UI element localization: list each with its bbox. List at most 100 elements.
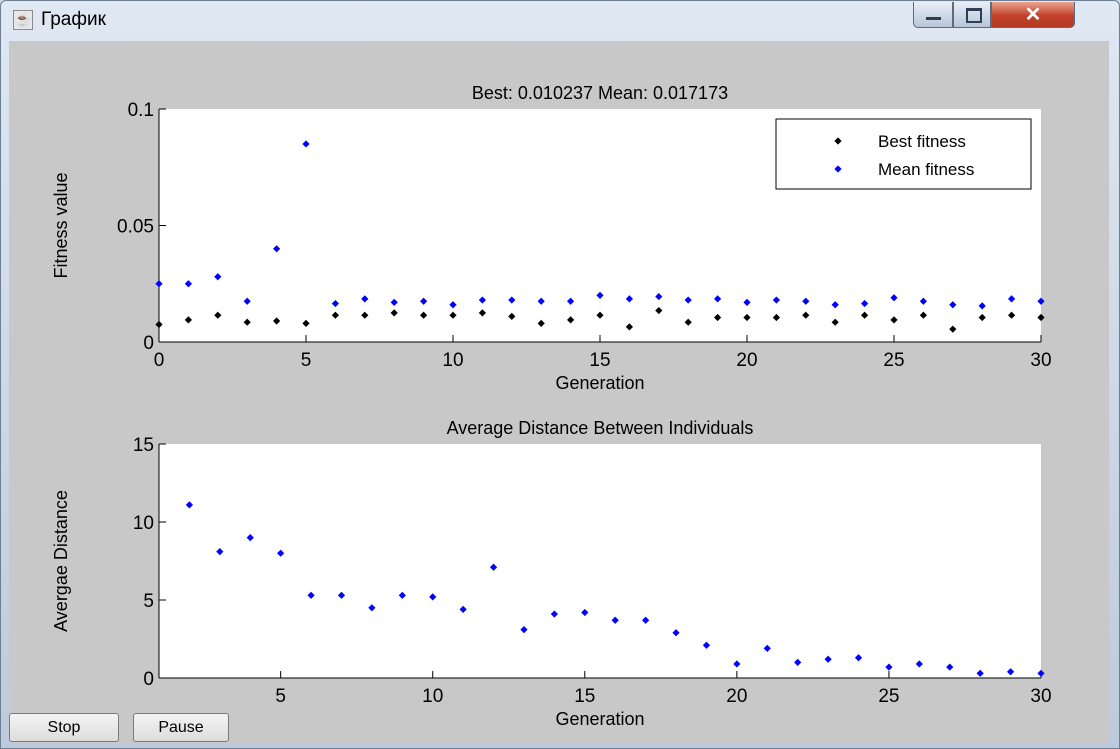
close-icon: ✕ xyxy=(1024,4,1042,26)
distance-y-tick-label: 0 xyxy=(143,669,154,690)
distance-series-0-point xyxy=(854,654,863,662)
fitness-series-0-point xyxy=(772,313,780,322)
distance-series-0-point xyxy=(398,591,406,599)
fitness-series-0-point xyxy=(684,318,692,326)
fitness-series-1-point xyxy=(537,297,545,305)
distance-series-0-point xyxy=(733,660,741,668)
minimize-button[interactable] xyxy=(913,2,953,28)
fitness-series-1-point xyxy=(302,140,310,148)
distance-series-0-point xyxy=(611,616,619,624)
fitness-x-tick-label: 25 xyxy=(883,350,904,371)
distance-y-tick-label: 5 xyxy=(143,591,154,612)
fitness-series-1-point xyxy=(361,295,369,303)
fitness-series-1-point xyxy=(596,291,604,299)
fitness-series-0-point xyxy=(449,311,457,319)
fitness-series-0-point xyxy=(949,325,957,333)
fitness-y-tick-label: 0.05 xyxy=(117,217,154,238)
fitness-series-1-point xyxy=(508,296,516,304)
figure-canvas: 0 5 10 15 20 25 30 0 0.05 0.1 Best: 0.010237 Mean:… xyxy=(9,41,1109,744)
fitness-y-tick-label: 0 xyxy=(143,333,154,354)
window-title: График xyxy=(41,9,106,30)
fitness-series-0-point xyxy=(273,317,281,325)
fitness-series-1-point xyxy=(420,297,428,305)
distance-series-0-point xyxy=(1037,669,1045,677)
fitness-series-1-point xyxy=(390,298,398,306)
distance-y-tick-label: 10 xyxy=(133,513,154,534)
distance-series-0-point xyxy=(581,608,589,617)
close-button[interactable]: ✕ xyxy=(991,2,1075,28)
fitness-series-0-point xyxy=(478,309,486,317)
distance-series-0-point xyxy=(459,605,467,613)
distance-series-0-point xyxy=(824,655,832,663)
distance-y-tick-label: 15 xyxy=(133,435,154,456)
fitness-x-tick-label: 0 xyxy=(154,350,165,371)
distance-chart-title: Average Distance Between Individuals xyxy=(447,418,754,438)
distance-plot-area xyxy=(159,444,1041,678)
maximize-button[interactable] xyxy=(953,2,991,28)
fitness-series-1-point xyxy=(772,296,780,304)
fitness-series-1-point xyxy=(743,298,751,306)
fitness-x-tick-label: 20 xyxy=(736,350,757,371)
distance-series-0-point xyxy=(1006,668,1015,676)
fitness-series-1-point xyxy=(714,295,722,303)
fitness-x-tick-label: 5 xyxy=(301,350,312,371)
fitness-series-0-point xyxy=(978,313,986,322)
distance-series-0-point xyxy=(185,501,194,509)
fitness-legend-marker xyxy=(834,165,842,173)
fitness-series-0-point xyxy=(596,311,604,319)
fitness-legend-label: Mean fitness xyxy=(878,160,974,179)
fitness-y-tick-label: 0.1 xyxy=(128,100,154,121)
fitness-series-1-point xyxy=(684,296,692,304)
distance-x-tick-label: 5 xyxy=(275,686,286,707)
fitness-series-0-point xyxy=(890,316,898,324)
fitness-series-1-point xyxy=(273,245,281,253)
fitness-series-1-point xyxy=(861,299,869,308)
fitness-series-0-point xyxy=(861,311,869,319)
fitness-series-0-point xyxy=(919,311,927,319)
fitness-chart-title: Best: 0.010237 Mean: 0.017173 xyxy=(472,83,728,103)
fitness-x-tick-label: 15 xyxy=(589,350,610,371)
stop-button[interactable]: Stop xyxy=(9,713,119,742)
fitness-series-0-point xyxy=(508,312,516,320)
distance-series-0-point xyxy=(337,591,346,599)
fitness-x-tick-label: 10 xyxy=(442,350,463,371)
distance-series-0-point xyxy=(277,549,285,557)
fitness-series-0-point xyxy=(567,316,575,324)
fitness-series-0-point xyxy=(714,313,722,322)
distance-series-0-point xyxy=(550,610,558,618)
distance-series-0-point xyxy=(946,663,954,671)
fitness-series-1-point xyxy=(802,297,810,305)
fitness-series-1-point xyxy=(567,297,575,305)
fitness-series-1-point xyxy=(655,292,663,301)
fitness-legend-marker xyxy=(834,137,842,145)
fitness-series-1-point xyxy=(831,301,839,309)
fitness-x-tick-label: 30 xyxy=(1030,350,1051,371)
fitness-series-0-point xyxy=(184,316,192,324)
distance-x-tick-label: 10 xyxy=(422,686,443,707)
pause-button[interactable]: Pause xyxy=(133,713,229,742)
distance-y-axis-label: Avergae Distance xyxy=(51,490,71,632)
fitness-series-0-point xyxy=(214,311,222,319)
fitness-series-0-point xyxy=(625,323,633,331)
distance-series-0-point xyxy=(763,644,771,652)
fitness-series-1-point xyxy=(890,294,898,302)
distance-x-tick-label: 25 xyxy=(878,686,899,707)
fitness-series-1-point xyxy=(1008,295,1016,303)
distance-series-0-point xyxy=(489,563,498,571)
fitness-series-0-point xyxy=(420,311,428,319)
fitness-series-1-point xyxy=(331,299,339,308)
fitness-series-1-point xyxy=(978,302,986,310)
distance-series-0-point xyxy=(702,641,711,649)
fitness-series-1-point xyxy=(184,280,192,288)
title-bar[interactable]: ☕ График ✕ xyxy=(1,1,1119,41)
fitness-series-1-point xyxy=(214,273,222,281)
fitness-series-1-point xyxy=(155,280,163,288)
fitness-series-0-point xyxy=(802,311,810,319)
fitness-legend xyxy=(775,118,1032,190)
fitness-series-0-point xyxy=(537,319,545,327)
fitness-series-0-point xyxy=(155,320,163,329)
fitness-series-0-point xyxy=(331,311,339,319)
java-cup-icon: ☕ xyxy=(13,10,33,30)
maximize-icon xyxy=(966,8,982,23)
